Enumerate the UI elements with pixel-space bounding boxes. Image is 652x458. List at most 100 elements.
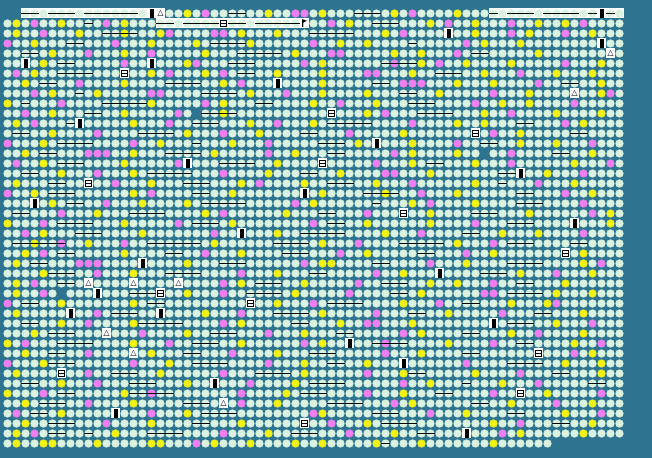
flower-pale xyxy=(75,438,84,448)
flower-pale xyxy=(129,258,138,268)
flower-pale xyxy=(273,438,282,448)
flower-pale xyxy=(183,228,192,238)
flower-pale xyxy=(12,168,21,178)
flower-yellow xyxy=(129,188,138,198)
flower-pale-dashed xyxy=(39,78,48,88)
flower-pale xyxy=(255,138,264,148)
flower-pale xyxy=(21,38,30,48)
flower-pale xyxy=(453,338,462,348)
flower-yellow xyxy=(399,128,408,138)
flower-pale xyxy=(570,68,579,78)
flower-magenta xyxy=(345,288,354,298)
empty-cell xyxy=(3,8,12,18)
flower-pale-dashed xyxy=(57,388,66,398)
flower-pale xyxy=(588,358,597,368)
flower-pale xyxy=(102,388,111,398)
flower-pale xyxy=(435,178,444,188)
flower-pale xyxy=(228,368,237,378)
flower-pale xyxy=(3,278,12,288)
flower-pale-dashed xyxy=(435,108,444,118)
flower-pale xyxy=(381,308,390,318)
flower-pale xyxy=(354,18,363,28)
flower-magenta xyxy=(561,188,570,198)
flower-pale-dashed-on-track xyxy=(156,18,165,28)
flower-pale xyxy=(174,438,183,448)
flower-pale xyxy=(12,228,21,238)
flower-pale-dashed-on-track xyxy=(561,8,570,18)
flower-pale xyxy=(417,68,426,78)
flower-pale xyxy=(273,8,282,18)
flower-pale xyxy=(30,148,39,158)
flower-pale xyxy=(471,358,480,368)
flower-pale xyxy=(363,438,372,448)
flower-pale xyxy=(264,348,273,358)
flower-yellow xyxy=(30,38,39,48)
flower-pale xyxy=(48,228,57,238)
flower-pale xyxy=(543,288,552,298)
flower-pale xyxy=(291,328,300,338)
flower-yellow xyxy=(264,8,273,18)
flower-pale xyxy=(228,278,237,288)
flower-pale xyxy=(552,338,561,348)
flower-pale xyxy=(318,248,327,258)
flower-pale xyxy=(48,208,57,218)
flower-pale xyxy=(561,378,570,388)
flower-yellow xyxy=(579,308,588,318)
flower-magenta xyxy=(102,148,111,158)
flower-pale xyxy=(138,178,147,188)
flower-magenta xyxy=(462,38,471,48)
flower-yellow xyxy=(534,228,543,238)
flower-pale-dashed xyxy=(336,298,345,308)
flower-pale-dashed xyxy=(273,278,282,288)
simulation-canvas[interactable]: △ △ △ △ △ △ △ △ △ xyxy=(3,8,624,448)
flower-pale xyxy=(327,338,336,348)
flower-yellow xyxy=(453,8,462,18)
flower-pale xyxy=(462,438,471,448)
flower-pale xyxy=(120,288,129,298)
flower-pale xyxy=(129,68,138,78)
flower-pale xyxy=(399,398,408,408)
flower-yellow xyxy=(264,428,273,438)
flower-pale-dashed xyxy=(273,48,282,58)
flower-pale xyxy=(111,188,120,198)
flower-pale xyxy=(255,68,264,78)
flower-pale xyxy=(264,58,273,68)
flower-pale xyxy=(282,268,291,278)
flower-pale xyxy=(102,228,111,238)
flower-pale xyxy=(138,78,147,88)
flower-pale xyxy=(471,108,480,118)
flower-pale xyxy=(588,428,597,438)
flower-pale xyxy=(345,348,354,358)
flower-pale xyxy=(597,418,606,428)
flower-pale xyxy=(309,148,318,158)
flower-pale-dashed xyxy=(174,248,183,258)
flower-pale-dashed xyxy=(516,218,525,228)
flower-pale xyxy=(561,238,570,248)
flower-pale xyxy=(354,268,363,278)
flower-pale xyxy=(606,398,615,408)
flower-pale xyxy=(606,278,615,288)
flower-pale xyxy=(534,118,543,128)
flower-pale xyxy=(93,188,102,198)
flower-pale xyxy=(66,48,75,58)
flower-magenta xyxy=(39,248,48,258)
flower-pale xyxy=(390,438,399,448)
flower-pale-dashed xyxy=(246,58,255,68)
flower-pale-dashed xyxy=(237,8,246,18)
flower-yellow xyxy=(291,438,300,448)
flower-pale xyxy=(39,378,48,388)
flower-pale xyxy=(318,218,327,228)
flower-pale xyxy=(363,128,372,138)
flower-pale xyxy=(345,138,354,148)
flower-yellow xyxy=(372,98,381,108)
flower-magenta xyxy=(93,148,102,158)
flower-magenta xyxy=(309,218,318,228)
flower-pale xyxy=(471,8,480,18)
flower-pale xyxy=(201,128,210,138)
flower-pale xyxy=(435,8,444,18)
flower-pale-dashed xyxy=(219,358,228,368)
flower-pale xyxy=(435,38,444,48)
flower-yellow xyxy=(453,188,462,198)
flower-pale xyxy=(12,298,21,308)
flower-pale xyxy=(552,198,561,208)
